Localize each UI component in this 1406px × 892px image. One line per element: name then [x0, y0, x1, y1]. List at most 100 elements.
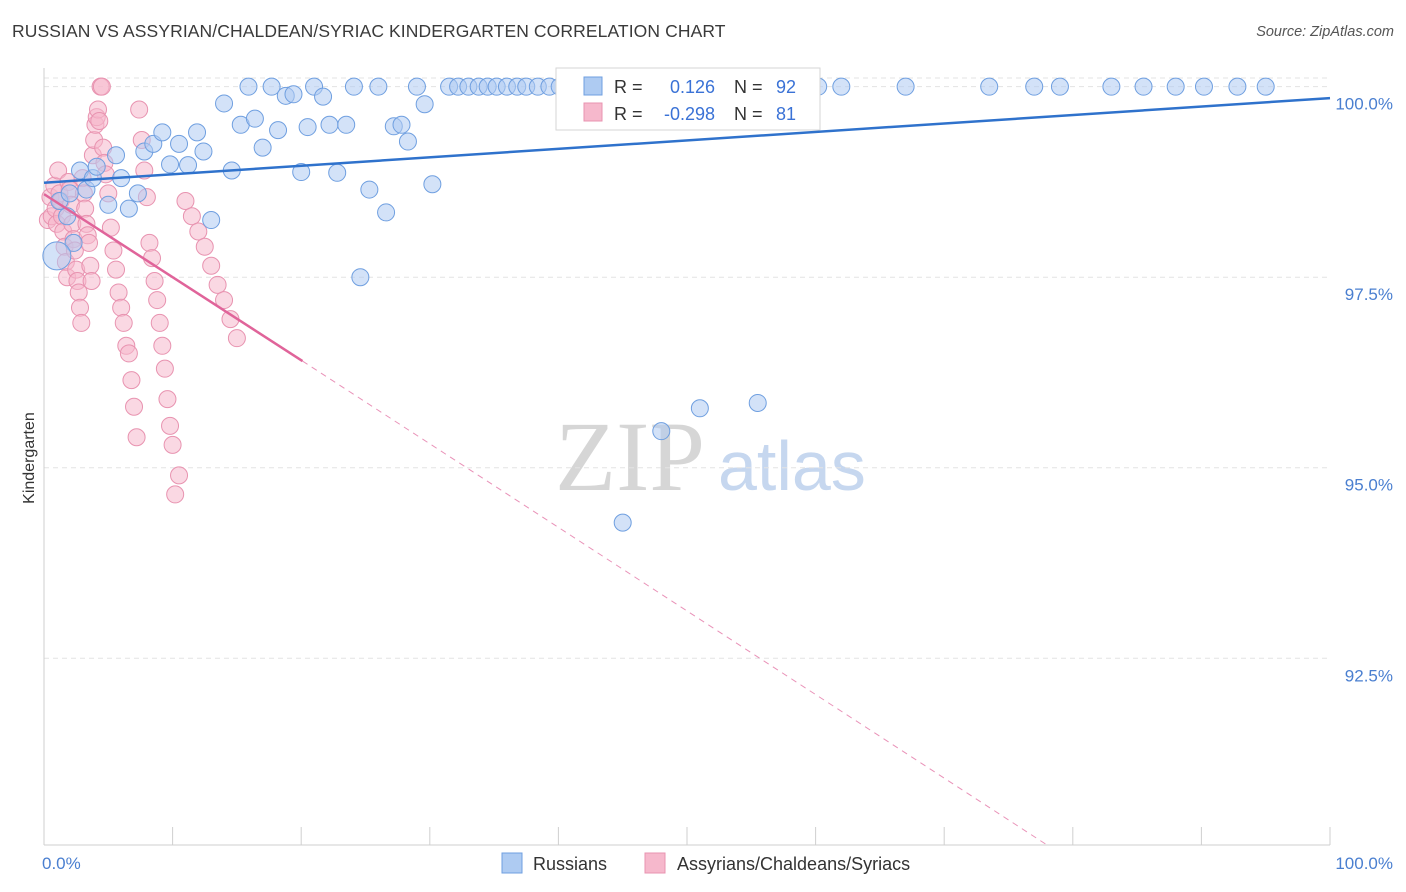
russian-point [298, 118, 317, 137]
assyrian-point [150, 313, 169, 332]
assyrian-point [81, 256, 100, 275]
assyrian-point [127, 428, 146, 447]
assyrian-point [90, 111, 109, 130]
chart-source: Source: ZipAtlas.com [1256, 24, 1394, 40]
assyrian-point [215, 291, 234, 310]
russian-point [407, 77, 426, 96]
legend-swatch-russians [583, 76, 603, 96]
bottom-legend-label-assyrians: Assyrians/Chaldeans/Syriacs [677, 854, 910, 874]
legend-n-value-russians: 92 [776, 77, 796, 97]
y-tick-label: 95.0% [1345, 476, 1393, 495]
russian-point [1256, 77, 1275, 96]
assyrian-point [119, 344, 138, 363]
legend-n-label-assyrians: N = [734, 104, 763, 124]
watermark-atlas: atlas [718, 427, 866, 505]
assyrian-point [202, 256, 221, 275]
y-tick-label: 97.5% [1345, 285, 1393, 304]
russian-point [60, 184, 79, 203]
assyrians-trend-line [43, 193, 304, 363]
watermark-zip: ZIP [555, 401, 705, 512]
assyrian-point [195, 237, 214, 256]
trend-lines [43, 96, 1331, 846]
assyrians-trend-extension [302, 360, 1048, 846]
assyrian-point [189, 222, 208, 241]
russian-point [613, 513, 632, 532]
assyrian-point [208, 275, 227, 294]
y-tick-label: 92.5% [1345, 666, 1393, 685]
russian-point-large [42, 241, 72, 271]
x-tick-label-max: 100.0% [1335, 854, 1393, 873]
russian-point [179, 156, 198, 175]
legend-r-value-russians: 0.126 [670, 77, 715, 97]
y-tick-label: 100.0% [1335, 95, 1393, 114]
x-tick-label-min: 0.0% [42, 854, 81, 873]
legend-r-value-assyrians: -0.298 [664, 104, 715, 124]
russian-point [87, 157, 106, 176]
russian-point [415, 95, 434, 114]
russian-point [269, 121, 288, 140]
y-axis-title: Kindergarten [21, 412, 38, 504]
russian-point [652, 422, 671, 441]
russian-point [360, 180, 379, 199]
russian-point [194, 142, 213, 161]
assyrian-point [76, 199, 95, 218]
assyrian-point [114, 313, 133, 332]
russian-point [239, 77, 258, 96]
legend-r-label-assyrians: R = [614, 104, 643, 124]
assyrian-point [153, 336, 172, 355]
series-legend: Russians Assyrians/Chaldeans/Syriacs [501, 852, 910, 874]
russian-point [1194, 77, 1213, 96]
russian-point [99, 195, 118, 214]
russian-point [253, 138, 272, 157]
assyrian-point [107, 260, 126, 279]
assyrian-point [161, 416, 180, 435]
assyrian-point [92, 77, 111, 96]
russian-point [153, 123, 172, 142]
assyrian-point [182, 207, 201, 226]
russian-point [1102, 77, 1121, 96]
russian-point [423, 175, 442, 194]
assyrian-point [72, 313, 91, 332]
assyrian-point [122, 371, 141, 390]
russian-point [1050, 77, 1069, 96]
assyrian-point [148, 291, 167, 310]
russian-point [748, 393, 767, 412]
russian-point [161, 155, 180, 174]
assyrian-point [158, 390, 177, 409]
russian-point [896, 77, 915, 96]
assyrian-point [82, 272, 101, 291]
russian-point [832, 77, 851, 96]
russian-point [215, 94, 234, 113]
bottom-legend-swatch-assyrians [644, 852, 666, 874]
russian-point [119, 199, 138, 218]
russian-point [1166, 77, 1185, 96]
assyrian-point [163, 435, 182, 454]
assyrian-point [104, 241, 123, 260]
assyrian-point [49, 161, 68, 180]
russian-point [262, 77, 281, 96]
assyrian-point [112, 298, 131, 317]
assyrian-point [170, 466, 189, 485]
russian-point [64, 233, 83, 252]
assyrian-point [176, 191, 195, 210]
bottom-legend-label-russians: Russians [533, 854, 607, 874]
assyrian-point [71, 298, 90, 317]
russian-point [690, 399, 709, 418]
assyrian-point [130, 100, 149, 119]
russian-point [188, 123, 207, 142]
legend-n-value-assyrians: 81 [776, 104, 796, 124]
russians-trend-line [43, 96, 1331, 184]
russian-point [107, 146, 126, 165]
russian-point [351, 268, 370, 287]
assyrian-point [227, 329, 246, 348]
legend-swatch-assyrians [583, 102, 603, 122]
russian-point [1134, 77, 1153, 96]
assyrian-point [166, 485, 185, 504]
russian-point [170, 134, 189, 153]
russian-point [202, 211, 221, 230]
assyrian-point [140, 233, 159, 252]
russian-point [392, 115, 411, 134]
russian-point [328, 163, 347, 182]
russian-point [1025, 77, 1044, 96]
